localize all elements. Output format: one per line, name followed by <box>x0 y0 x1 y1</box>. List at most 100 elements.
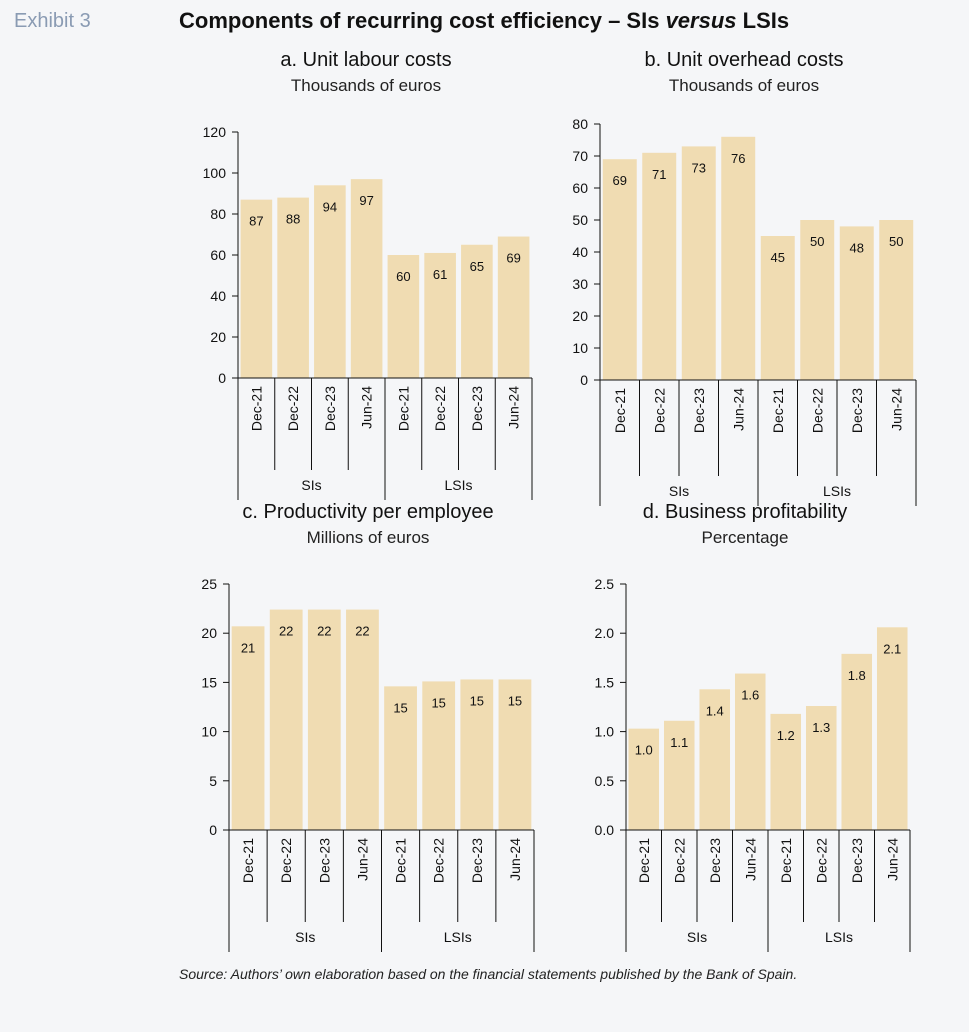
data-label: 1.6 <box>741 688 759 703</box>
bar <box>384 686 417 830</box>
data-label: 1.1 <box>670 735 688 750</box>
data-label: 22 <box>355 624 369 639</box>
data-label: 48 <box>850 240 864 255</box>
bar <box>879 220 914 380</box>
data-label: 21 <box>241 640 255 655</box>
bar <box>760 236 795 380</box>
category-label: Jun-24 <box>507 838 523 881</box>
category-label: Dec-23 <box>849 838 865 883</box>
bar <box>498 679 532 830</box>
bar <box>642 152 677 380</box>
y-tick-label: 20 <box>572 308 588 324</box>
bar <box>602 159 637 380</box>
bar <box>699 689 731 830</box>
category-label: Dec-21 <box>612 388 628 433</box>
category-label: Jun-24 <box>730 388 746 431</box>
chart-svg: a. Unit labour costs Thousands of euros 87… <box>203 49 533 500</box>
data-label: 15 <box>393 700 407 715</box>
chart-title: c. Productivity per employee <box>242 501 493 523</box>
y-tick-label: 10 <box>572 340 588 356</box>
data-label: 69 <box>613 173 627 188</box>
chart-svg: d. Business profitability Percentage 1.0 1.… <box>595 501 911 952</box>
source-note: Source: Authors’ own elaboration based o… <box>179 966 798 982</box>
category-label: Dec-23 <box>469 838 485 883</box>
category-label: Jun-24 <box>354 838 370 881</box>
title-part1: Components of recurring cost efficiency … <box>179 8 666 33</box>
y-tick-label: 0 <box>209 822 217 838</box>
bar <box>231 626 265 830</box>
group-label: SIs <box>687 929 707 945</box>
group-label: SIs <box>295 929 315 945</box>
category-label: Dec-22 <box>431 838 447 883</box>
category-label: Jun-24 <box>888 388 904 431</box>
bar <box>460 679 494 830</box>
bar <box>346 609 379 830</box>
category-label: Dec-22 <box>813 838 829 883</box>
bar <box>424 252 456 378</box>
category-label: Jun-24 <box>884 838 900 881</box>
chart-business-profitability: d. Business profitability Percentage 1.0 1.… <box>484 492 969 952</box>
y-tick-label: 40 <box>210 288 226 304</box>
bar <box>350 179 383 378</box>
chart-unit-labour-costs: a. Unit labour costs Thousands of euros 87… <box>0 40 533 500</box>
y-tick-label: 120 <box>203 124 227 140</box>
category-label: Jun-24 <box>742 838 758 881</box>
y-tick-label: 20 <box>201 625 217 641</box>
data-label: 22 <box>317 624 331 639</box>
bar <box>387 255 420 378</box>
exhibit-label: Exhibit 3 <box>14 10 91 32</box>
bar <box>839 226 874 380</box>
bar <box>269 609 303 830</box>
category-label: Dec-21 <box>393 838 409 883</box>
y-tick-label: 25 <box>201 576 217 592</box>
data-label: 61 <box>433 267 447 282</box>
y-tick-label: 60 <box>210 247 226 263</box>
bar <box>770 713 802 830</box>
bar <box>721 136 756 380</box>
bar <box>240 199 273 378</box>
bar <box>876 627 908 830</box>
bar <box>422 681 456 830</box>
y-tick-label: 10 <box>201 724 217 740</box>
y-tick-label: 100 <box>203 165 227 181</box>
category-label: Dec-21 <box>240 838 256 883</box>
data-label: 1.4 <box>706 703 724 718</box>
bar <box>628 728 660 830</box>
chart-subtitle: Thousands of euros <box>291 76 441 95</box>
data-label: 71 <box>652 167 666 182</box>
category-label: Dec-23 <box>316 838 332 883</box>
category-label: Dec-23 <box>849 388 865 433</box>
bar <box>681 146 716 380</box>
title-part2: LSIs <box>736 8 790 33</box>
y-tick-label: 50 <box>572 212 588 228</box>
chart-svg: b. Unit overhead costs Thousands of euros… <box>572 49 917 506</box>
y-tick-label: 1.5 <box>595 674 615 690</box>
category-label: Dec-21 <box>778 838 794 883</box>
y-tick-label: 2.5 <box>595 576 615 592</box>
y-tick-label: 40 <box>572 244 588 260</box>
bar <box>805 706 837 830</box>
category-label: Dec-21 <box>770 388 786 433</box>
bar <box>663 720 695 830</box>
category-label: Dec-22 <box>809 388 825 433</box>
data-label: 1.3 <box>812 720 830 735</box>
category-label: Jun-24 <box>506 386 522 429</box>
category-label: Dec-23 <box>322 386 338 431</box>
data-label: 76 <box>731 151 745 166</box>
chart-subtitle: Millions of euros <box>307 528 430 547</box>
data-label: 22 <box>279 624 293 639</box>
group-label: LSIs <box>444 929 472 945</box>
chart-title: d. Business profitability <box>643 501 848 523</box>
data-label: 50 <box>810 234 824 249</box>
data-label: 69 <box>506 251 520 266</box>
data-label: 15 <box>470 693 484 708</box>
data-label: 1.2 <box>777 728 795 743</box>
chart-subtitle: Percentage <box>702 528 789 547</box>
category-label: Dec-21 <box>395 386 411 431</box>
category-label: Dec-23 <box>691 388 707 433</box>
data-label: 1.0 <box>635 743 653 758</box>
data-label: 87 <box>249 214 263 229</box>
group-label: LSIs <box>444 477 472 493</box>
chart-productivity-per-employee: c. Productivity per employee Millions of … <box>0 492 535 952</box>
y-tick-label: 0.5 <box>595 773 615 789</box>
